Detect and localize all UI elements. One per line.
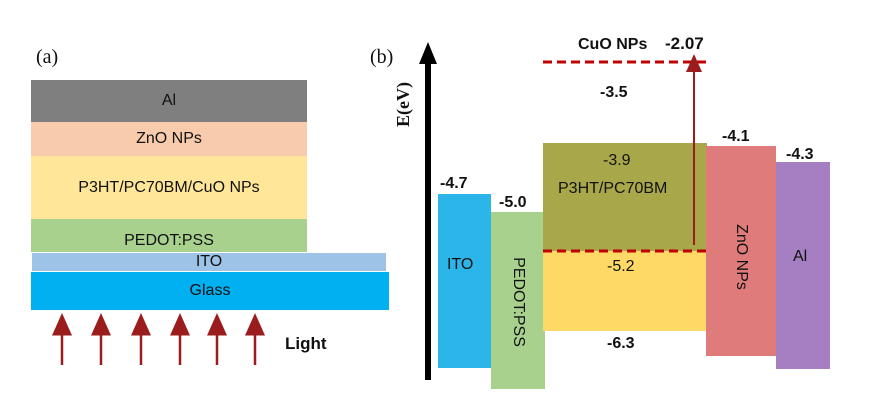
band-ito xyxy=(438,194,491,368)
band-p3ht-lumo xyxy=(543,143,707,251)
p3ht-lumo-value: -3.9 xyxy=(603,152,631,169)
band-al xyxy=(776,162,830,369)
panel-b-label: (b) xyxy=(370,46,394,68)
cuo-value: -2.07 xyxy=(665,34,704,53)
layer-active: P3HT/PC70BM/CuO NPs xyxy=(31,156,307,219)
band-ito-label: ITO xyxy=(447,256,474,273)
band-p3ht-label: P3HT/PC70BM xyxy=(558,180,668,197)
p3ht-deep-value: -6.3 xyxy=(607,335,635,352)
cuo-level-value: -3.5 xyxy=(600,84,628,101)
p3ht-homo-value: -5.2 xyxy=(607,258,635,275)
band-p3ht-homo xyxy=(543,251,707,331)
al-value: -4.3 xyxy=(786,146,814,163)
layer-pedot-label: PEDOT:PSS xyxy=(124,231,214,249)
cuo-label: CuO NPs xyxy=(578,36,648,53)
layer-glass: Glass xyxy=(31,272,389,310)
light-label: Light xyxy=(285,334,327,353)
layer-zno-label: ZnO NPs xyxy=(136,130,202,147)
layer-glass-label: Glass xyxy=(189,282,231,299)
band-al-label: Al xyxy=(793,248,808,265)
pedot-value: -5.0 xyxy=(499,194,527,211)
band-zno xyxy=(706,146,776,356)
layer-pedot: PEDOT:PSS xyxy=(31,219,307,252)
zno-value: -4.1 xyxy=(722,128,750,145)
layer-ito: ITO xyxy=(31,252,387,272)
layer-ito-label: ITO xyxy=(195,253,223,270)
layer-al: Al xyxy=(31,80,307,122)
ito-value: -4.7 xyxy=(440,175,468,192)
band-pedot xyxy=(491,212,545,389)
layer-active-label: P3HT/PC70BM/CuO NPs xyxy=(78,178,260,196)
layer-al-label: Al xyxy=(161,92,177,109)
panel-a-label: (a) xyxy=(36,46,59,68)
layer-zno: ZnO NPs xyxy=(31,122,307,156)
